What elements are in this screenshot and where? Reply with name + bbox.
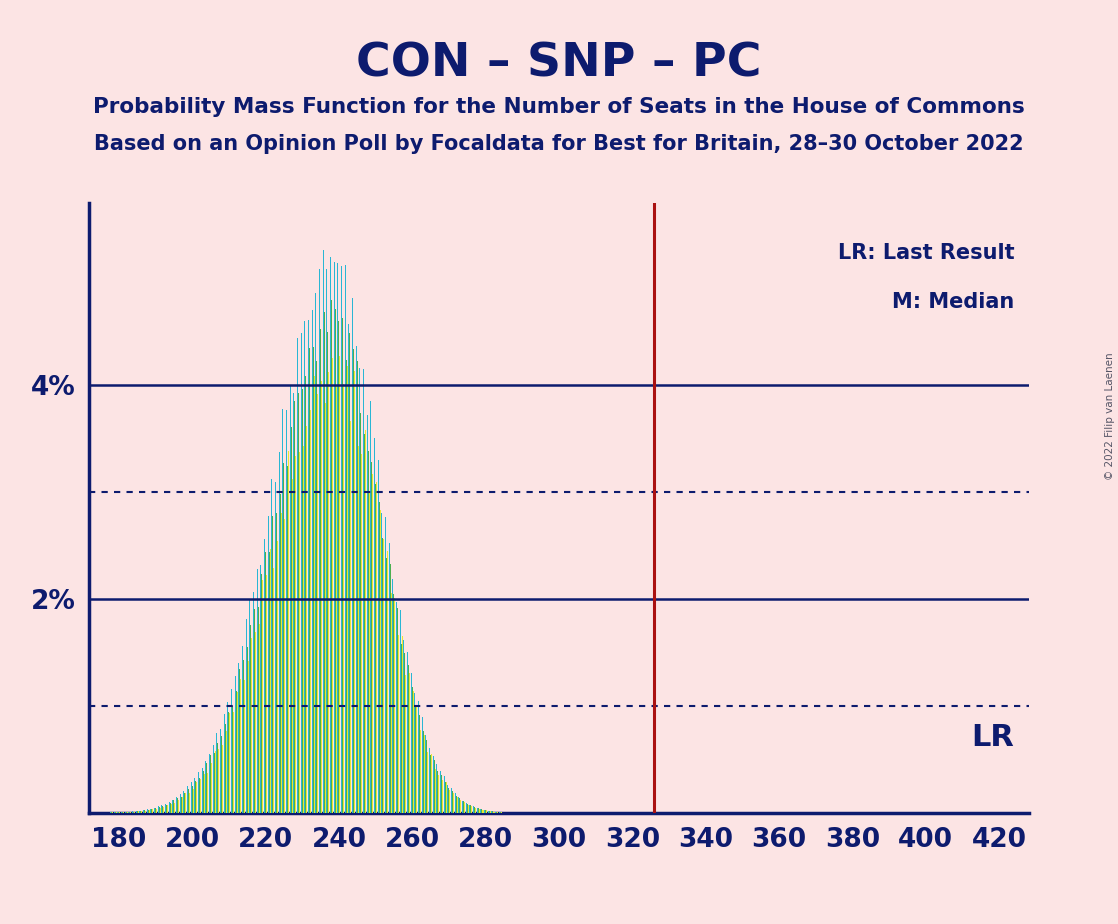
Text: © 2022 Filip van Laenen: © 2022 Filip van Laenen xyxy=(1106,352,1115,480)
Text: M: Median: M: Median xyxy=(892,292,1014,311)
Text: Based on an Opinion Poll by Focaldata for Best for Britain, 28–30 October 2022: Based on an Opinion Poll by Focaldata fo… xyxy=(94,134,1024,154)
Text: Probability Mass Function for the Number of Seats in the House of Commons: Probability Mass Function for the Number… xyxy=(93,97,1025,117)
Text: CON – SNP – PC: CON – SNP – PC xyxy=(357,42,761,87)
Text: LR: Last Result: LR: Last Result xyxy=(837,243,1014,263)
Text: LR: LR xyxy=(972,723,1014,752)
